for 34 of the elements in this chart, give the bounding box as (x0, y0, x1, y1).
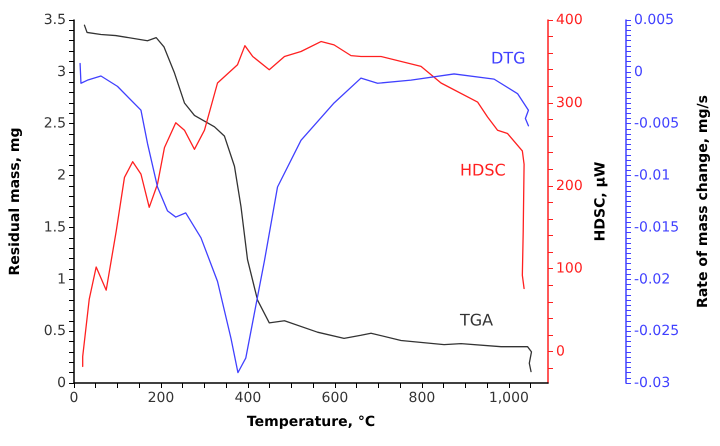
y3-tick-label: -0.02 (634, 271, 670, 288)
y3-tick-label: -0.025 (634, 323, 680, 340)
y2-tick-label: 100 (556, 260, 583, 277)
x-axis-title: Temperature, °C (246, 414, 376, 430)
series-label: HDSC (460, 160, 506, 180)
y3-tick-label: -0.03 (634, 375, 670, 391)
y2-tick-label: 300 (556, 94, 583, 111)
y-tick-label: 0 (57, 375, 66, 391)
y2-tick-label: 0 (556, 344, 565, 360)
y-tick-label: 0.5 (44, 323, 66, 340)
y2-tick-label: 400 (556, 12, 583, 28)
y2-axis-title: HDSC, µW (592, 162, 609, 242)
y-tick-label: 2.5 (44, 116, 66, 132)
y3-axis-title: Rate of mass change, mg/s (695, 95, 711, 308)
y3-tick-label: 0 (634, 64, 643, 80)
y-tick-label: 3.5 (44, 12, 66, 28)
x-tick-label: 400 (234, 390, 262, 406)
y-axis-title: Residual mass, mg (7, 127, 23, 276)
series-label: TGA (459, 310, 494, 330)
x-tick-label: 0 (70, 390, 78, 406)
x-tick-label: 1,000 (488, 390, 529, 406)
y3-tick-label: 0.005 (634, 12, 674, 28)
y-tick-label: 2 (57, 168, 66, 184)
y-tick-label: 1.5 (44, 219, 66, 236)
y3-tick-label: -0.01 (634, 168, 670, 184)
x-tick-label: 600 (322, 390, 348, 406)
y3-tick-label: -0.015 (634, 219, 680, 236)
y3-tick-label: -0.005 (634, 116, 680, 132)
y-tick-label: 1 (57, 271, 66, 288)
x-tick-label: 200 (148, 390, 174, 406)
y2-tick-label: 200 (556, 178, 583, 194)
y-tick-label: 3 (57, 64, 66, 80)
x-tick-label: 800 (408, 390, 436, 406)
series-label: DTG (491, 48, 526, 68)
